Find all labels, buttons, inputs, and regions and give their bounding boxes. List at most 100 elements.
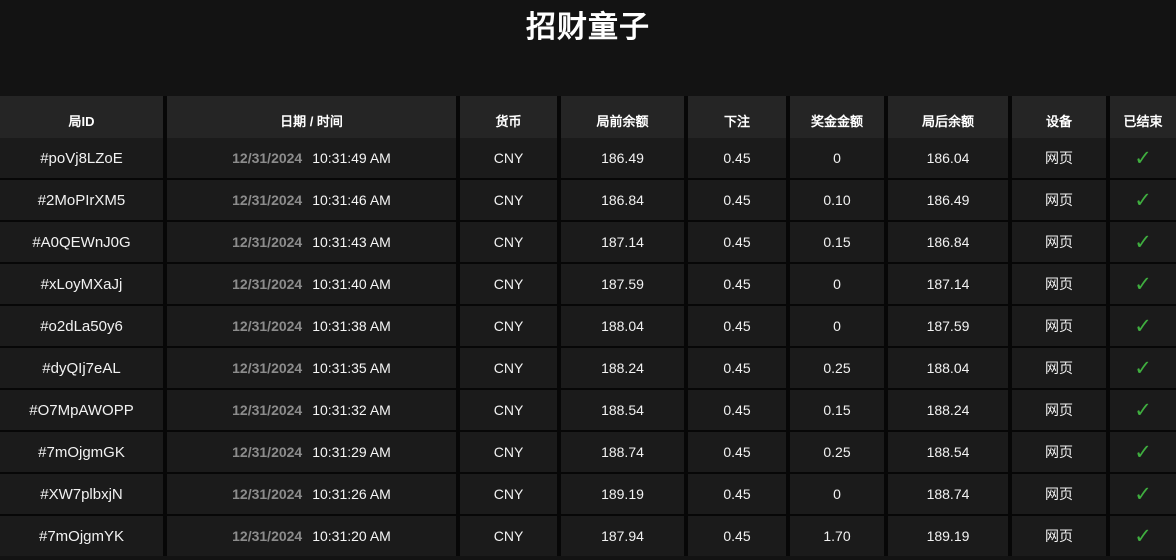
prize-cell: 0: [790, 474, 884, 514]
datetime-cell: 12/31/2024 10:31:38 AM: [167, 306, 456, 346]
time-text: 10:31:20 AM: [312, 528, 391, 544]
device-cell: 网页: [1012, 222, 1106, 262]
bet-cell: 0.45: [688, 474, 786, 514]
date-text: 12/31/2024: [232, 192, 303, 208]
date-text: 12/31/2024: [232, 318, 303, 334]
balance-before-cell: 187.14: [561, 222, 684, 262]
device-cell: 网页: [1012, 348, 1106, 388]
balance-before-cell: 188.24: [561, 348, 684, 388]
ended-cell: ✓: [1110, 348, 1176, 388]
column-header-8: 已结束: [1110, 96, 1176, 144]
prize-cell: 0.10: [790, 180, 884, 220]
currency-cell: CNY: [460, 180, 557, 220]
bet-cell: 0.45: [688, 348, 786, 388]
column-header-1: 日期 / 时间: [167, 96, 456, 144]
ended-check-icon: ✓: [1134, 314, 1152, 338]
ended-cell: ✓: [1110, 180, 1176, 220]
currency-cell: CNY: [460, 222, 557, 262]
prize-cell: 1.70: [790, 516, 884, 556]
currency-cell: CNY: [460, 390, 557, 430]
device-cell: 网页: [1012, 180, 1106, 220]
balance-before-cell: 186.49: [561, 138, 684, 178]
device-cell: 网页: [1012, 516, 1106, 556]
prize-cell: 0.15: [790, 222, 884, 262]
column-header-6: 局后余额: [888, 96, 1008, 144]
currency-cell: CNY: [460, 138, 557, 178]
history-table: 局ID 日期 / 时间 货币 局前余额 下注 奖金金额 局后余额 设备 已结束 #poVj8LZo…: [0, 96, 1176, 556]
datetime-cell: 12/31/2024 10:31:20 AM: [167, 516, 456, 556]
balance-before-cell: 186.84: [561, 180, 684, 220]
ended-check-icon: ✓: [1134, 440, 1152, 464]
bet-cell: 0.45: [688, 390, 786, 430]
column-header-3: 局前余额: [561, 96, 684, 144]
device-cell: 网页: [1012, 264, 1106, 304]
balance-after-cell: 188.24: [888, 390, 1008, 430]
balance-before-cell: 189.19: [561, 474, 684, 514]
ended-check-icon: ✓: [1134, 482, 1152, 506]
game-id-cell: #2MoPIrXM5: [0, 180, 163, 220]
bet-cell: 0.45: [688, 264, 786, 304]
balance-after-cell: 188.74: [888, 474, 1008, 514]
ended-cell: ✓: [1110, 264, 1176, 304]
date-text: 12/31/2024: [232, 444, 303, 460]
datetime-cell: 12/31/2024 10:31:43 AM: [167, 222, 456, 262]
device-cell: 网页: [1012, 138, 1106, 178]
game-id-cell: #poVj8LZoE: [0, 138, 163, 178]
ended-cell: ✓: [1110, 222, 1176, 262]
datetime-cell: 12/31/2024 10:31:32 AM: [167, 390, 456, 430]
time-text: 10:31:43 AM: [312, 234, 391, 250]
datetime-cell: 12/31/2024 10:31:49 AM: [167, 138, 456, 178]
time-text: 10:31:49 AM: [312, 150, 391, 166]
balance-before-cell: 188.54: [561, 390, 684, 430]
column-header-5: 奖金金额: [790, 96, 884, 144]
balance-after-cell: 186.84: [888, 222, 1008, 262]
prize-cell: 0: [790, 138, 884, 178]
time-text: 10:31:26 AM: [312, 486, 391, 502]
balance-after-cell: 188.04: [888, 348, 1008, 388]
time-text: 10:31:32 AM: [312, 402, 391, 418]
bet-cell: 0.45: [688, 180, 786, 220]
time-text: 10:31:40 AM: [312, 276, 391, 292]
balance-before-cell: 187.59: [561, 264, 684, 304]
game-id-cell: #7mOjgmYK: [0, 516, 163, 556]
game-id-cell: #A0QEWnJ0G: [0, 222, 163, 262]
ended-check-icon: ✓: [1134, 146, 1152, 170]
time-text: 10:31:38 AM: [312, 318, 391, 334]
prize-cell: 0: [790, 306, 884, 346]
datetime-cell: 12/31/2024 10:31:46 AM: [167, 180, 456, 220]
game-id-cell: #XW7plbxjN: [0, 474, 163, 514]
ended-cell: ✓: [1110, 306, 1176, 346]
time-text: 10:31:35 AM: [312, 360, 391, 376]
date-text: 12/31/2024: [232, 276, 303, 292]
datetime-cell: 12/31/2024 10:31:29 AM: [167, 432, 456, 472]
prize-cell: 0.25: [790, 348, 884, 388]
prize-cell: 0: [790, 264, 884, 304]
datetime-cell: 12/31/2024 10:31:40 AM: [167, 264, 456, 304]
date-text: 12/31/2024: [232, 486, 303, 502]
bet-cell: 0.45: [688, 432, 786, 472]
time-text: 10:31:29 AM: [312, 444, 391, 460]
currency-cell: CNY: [460, 264, 557, 304]
date-text: 12/31/2024: [232, 234, 303, 250]
bet-cell: 0.45: [688, 306, 786, 346]
ended-cell: ✓: [1110, 432, 1176, 472]
ended-cell: ✓: [1110, 390, 1176, 430]
datetime-cell: 12/31/2024 10:31:35 AM: [167, 348, 456, 388]
column-header-7: 设备: [1012, 96, 1106, 144]
device-cell: 网页: [1012, 474, 1106, 514]
time-text: 10:31:46 AM: [312, 192, 391, 208]
balance-after-cell: 187.14: [888, 264, 1008, 304]
balance-after-cell: 186.04: [888, 138, 1008, 178]
date-text: 12/31/2024: [232, 360, 303, 376]
balance-after-cell: 187.59: [888, 306, 1008, 346]
ended-cell: ✓: [1110, 516, 1176, 556]
ended-cell: ✓: [1110, 474, 1176, 514]
currency-cell: CNY: [460, 348, 557, 388]
balance-after-cell: 189.19: [888, 516, 1008, 556]
column-header-4: 下注: [688, 96, 786, 144]
bet-cell: 0.45: [688, 138, 786, 178]
page-title: 招财童子: [526, 11, 650, 44]
bet-cell: 0.45: [688, 222, 786, 262]
datetime-cell: 12/31/2024 10:31:26 AM: [167, 474, 456, 514]
currency-cell: CNY: [460, 306, 557, 346]
